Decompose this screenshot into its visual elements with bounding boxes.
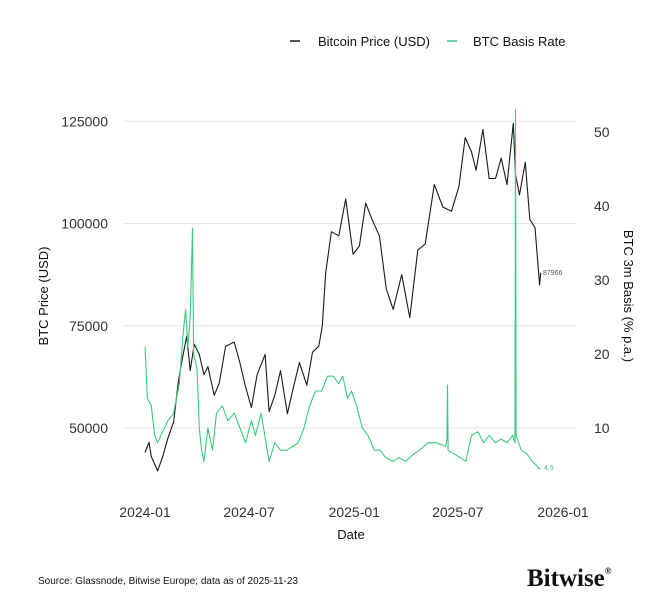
x-tick-label: 2026-01: [537, 504, 589, 520]
price-line: [144, 122, 542, 472]
price-end-label: 87966: [543, 270, 563, 277]
source-note: Source: Glassnode, Bitwise Europe; data …: [38, 576, 298, 587]
legend-label-basis: BTC Basis Rate: [473, 34, 565, 49]
y2-tick-label: 40: [594, 198, 610, 214]
y2-tick-label: 30: [594, 272, 610, 288]
basis-end-label: 4.5: [544, 465, 554, 472]
bitwise-logo: Bitwise®: [527, 565, 612, 592]
y2-tick-label: 20: [594, 346, 610, 362]
y2-axis-title: BTC 3m Basis (% p.a.): [621, 230, 636, 362]
y-tick-label: 100000: [61, 216, 108, 232]
x-axis-title: Date: [337, 527, 364, 542]
legend: Bitcoin Price (USD) BTC Basis Rate: [290, 34, 565, 49]
x-tick-label: 2025-01: [329, 504, 381, 520]
series-lines: [144, 109, 542, 472]
x-tick-label: 2025-07: [432, 504, 484, 520]
basis-line: [144, 109, 541, 470]
y-axis-title: BTC Price (USD): [36, 247, 51, 346]
gridlines: [124, 120, 576, 429]
x-tick-label: 2024-01: [119, 504, 171, 520]
tick-labels: 50000 75000 100000 125000 10 20 30 40 50 2024-01 2…: [61, 113, 610, 520]
y-tick-label: 50000: [69, 420, 108, 436]
legend-label-price: Bitcoin Price (USD): [318, 34, 430, 49]
y-tick-label: 75000: [69, 318, 108, 334]
x-tick-label: 2024-07: [223, 504, 275, 520]
y2-tick-label: 10: [594, 420, 610, 436]
y2-tick-label: 50: [594, 124, 610, 140]
y-tick-label: 125000: [61, 113, 108, 129]
